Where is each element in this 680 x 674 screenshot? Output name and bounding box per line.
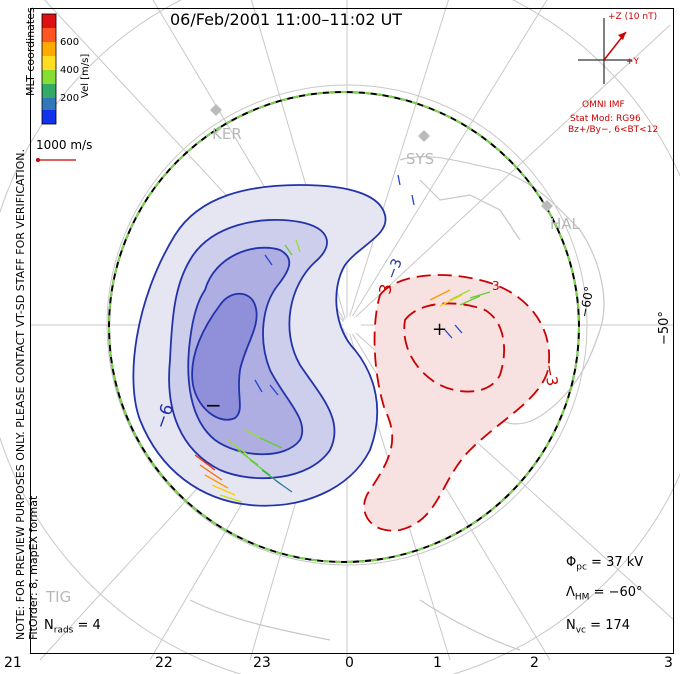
imf-clock <box>578 18 632 84</box>
mlt-tick: 0 <box>345 655 354 671</box>
mlt-tick: 22 <box>155 655 173 671</box>
positive-potential-cell <box>363 274 550 532</box>
colorbar-tick: 200 <box>60 93 80 104</box>
mlt-tick: 1 <box>433 655 442 671</box>
contour-label: −3 <box>384 256 406 281</box>
potential-max-marker: + <box>432 319 447 340</box>
imf-source: OMNI IMF <box>582 100 625 110</box>
page-title: 06/Feb/2001 11:00–11:02 UT <box>170 10 403 29</box>
preview-note: NOTE: FOR PREVIEW PURPOSES ONLY. PLEASE … <box>14 149 40 640</box>
negative-contour-core <box>191 292 258 421</box>
lambda-hm-value: −60° <box>608 585 643 600</box>
cross-polar-potential: Φpc = 37 kV <box>566 555 644 573</box>
coastline <box>399 156 605 425</box>
station-label-sys: SYS <box>406 150 435 168</box>
coordinate-system-label: MLT coordinates <box>24 7 37 96</box>
station-markers <box>210 104 553 212</box>
positive-contour-inner <box>403 302 506 393</box>
velocity-colorbar <box>41 13 57 125</box>
station-label-hal: HAL <box>550 215 580 233</box>
heppner-maynard-boundary-dash <box>108 91 580 563</box>
contour-label: 3 <box>492 279 500 293</box>
negative-potential-cell <box>132 184 387 507</box>
mlt-tick: 3 <box>664 655 673 671</box>
colorbar-tick: 600 <box>60 37 80 48</box>
reference-vector-label: 1000 m/s <box>36 138 93 152</box>
imf-model: Stat Mod: RG96 <box>570 114 641 124</box>
potential-min-marker: − <box>205 393 222 417</box>
phi-pc-value: 37 kV <box>606 555 644 570</box>
mlt-tick: 23 <box>253 655 271 671</box>
coastline-south <box>189 599 521 651</box>
radar-count: Nrads = 4 <box>44 618 101 636</box>
pole-gap <box>343 316 361 334</box>
station-label-tig: TIG <box>46 588 72 606</box>
latitude-label-60: −60° <box>577 285 596 318</box>
vector-count: Nvc = 174 <box>566 618 631 636</box>
plot-frame <box>30 8 674 654</box>
colorbar-label: Vel [m/s] <box>80 53 91 98</box>
colorbar-tick: 400 <box>60 65 80 76</box>
hm-boundary-latitude: ΛHM = −60° <box>566 585 643 603</box>
preview-warning: NOTE: FOR PREVIEW PURPOSES ONLY. PLEASE … <box>14 148 27 640</box>
n-vc-value: 174 <box>605 618 631 633</box>
imf-y-label: +Y <box>626 57 640 67</box>
contour-label: −3 <box>540 363 562 388</box>
mlt-tick: 21 <box>4 655 22 671</box>
imf-condition: Bz+/By−, 6<BT<12 <box>568 125 659 135</box>
velocity-vectors <box>194 174 491 503</box>
contour-label: 3 <box>375 282 395 295</box>
station-label-ker: KER <box>212 125 242 143</box>
latitude-label-50: −50° <box>657 311 672 345</box>
mlt-tick: 2 <box>530 655 539 671</box>
imf-z-label: +Z (10 nT) <box>608 12 658 22</box>
n-rads-value: 4 <box>92 618 101 633</box>
fit-order: FitOrder: 8, mapEX format <box>27 495 40 640</box>
